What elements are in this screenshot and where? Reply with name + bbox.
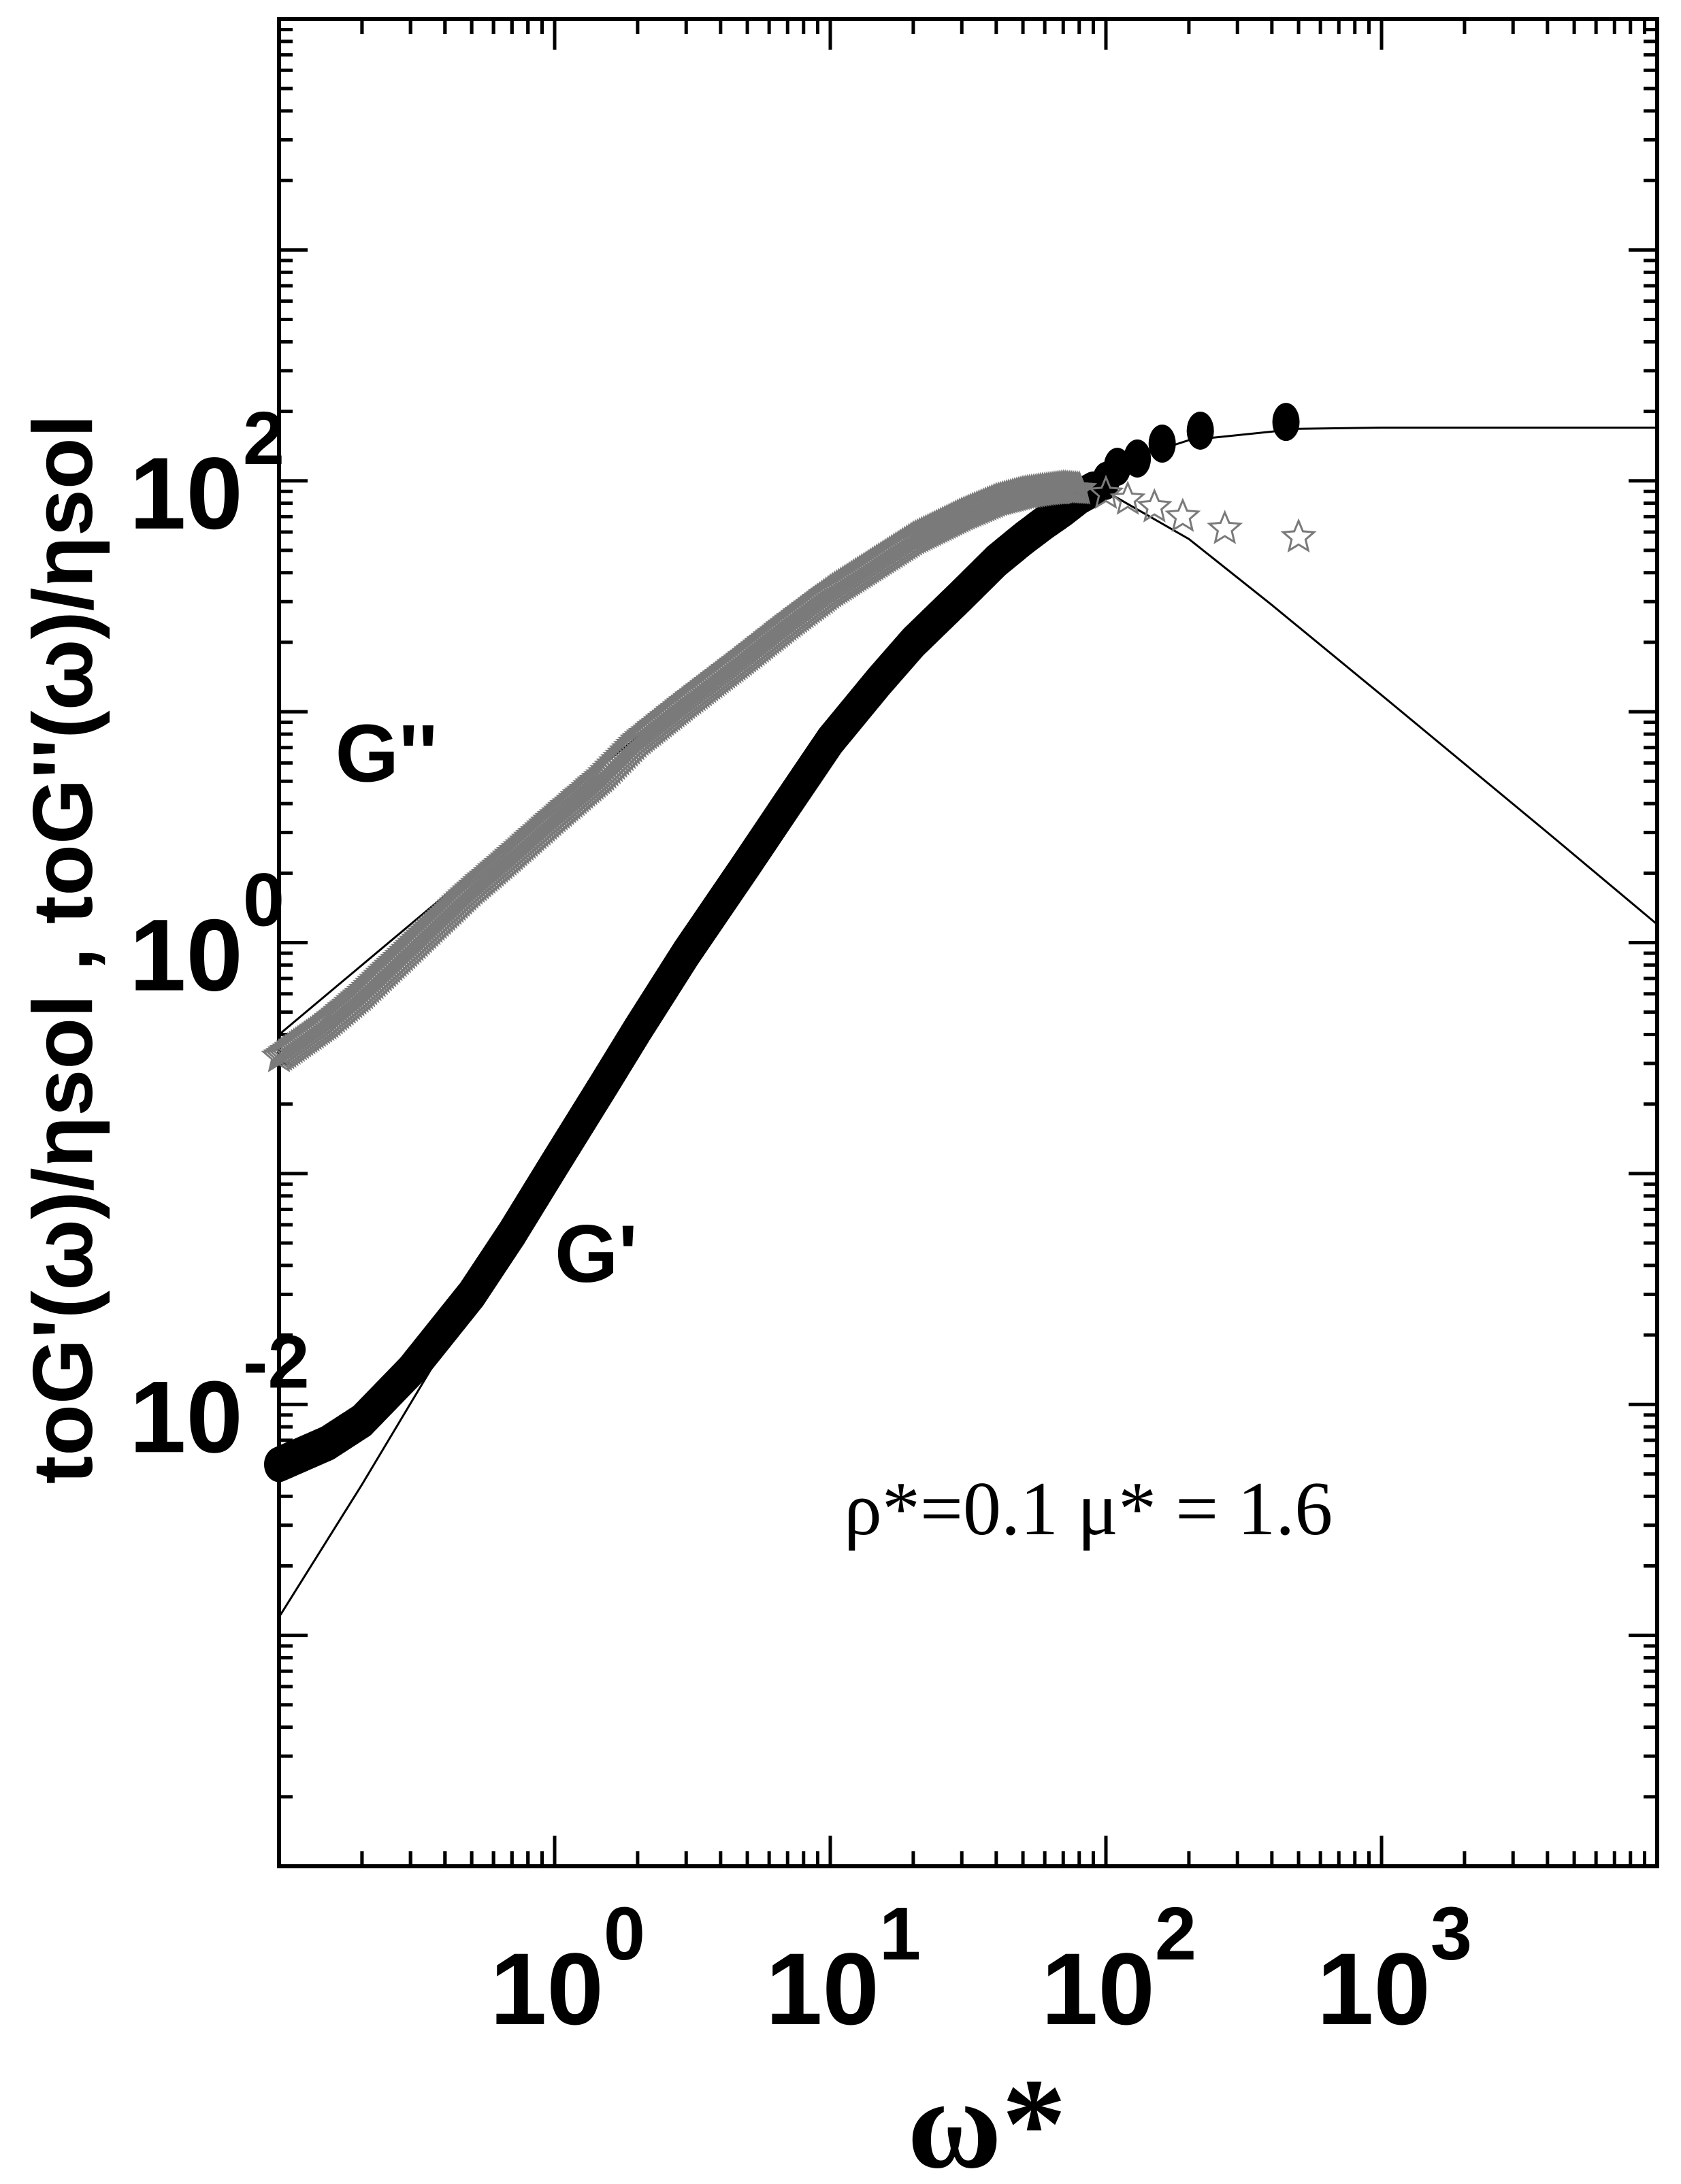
gprime-point	[1124, 439, 1152, 478]
x-tick-label: 100	[490, 1892, 645, 2046]
x-axis-label: ω*	[907, 2053, 1066, 2184]
y-tick-label: 100	[129, 859, 284, 1012]
gdoubleprime-point	[1280, 518, 1317, 553]
gdoubleprime-point	[1109, 480, 1146, 515]
x-tick-label: 101	[766, 1892, 921, 2046]
axis-ticks	[277, 19, 1657, 1868]
series-label: G''	[336, 708, 438, 799]
gprime-point	[1148, 424, 1176, 463]
gdoubleprime-point	[1061, 470, 1098, 505]
gdoubleprime-point	[1164, 497, 1201, 532]
plot-frame	[277, 17, 1659, 1868]
series-labels: G'' G'	[336, 708, 638, 1300]
gprime-point	[1186, 411, 1214, 450]
series-gdoubleprime-points	[261, 469, 1317, 1073]
x-tick-label: 103	[1317, 1892, 1472, 2046]
y-axis-label: toG'(ω)/ηsol , toG''(ω)/ηsol	[16, 414, 110, 1484]
x-tick-label: 102	[1041, 1892, 1196, 2046]
gdoubleprime-point	[1136, 488, 1173, 523]
gdoubleprime-point	[1088, 474, 1124, 510]
model-curve-0	[278, 480, 1658, 1036]
gprime-point	[1272, 403, 1300, 442]
gdoubleprime-point	[1207, 510, 1243, 544]
series-label: G'	[555, 1208, 638, 1300]
y-tick-label: 102	[129, 397, 284, 550]
param-annotation: ρ*=0.1 μ* = 1.6	[844, 1467, 1333, 1551]
series-gprime-points	[264, 403, 1300, 1483]
